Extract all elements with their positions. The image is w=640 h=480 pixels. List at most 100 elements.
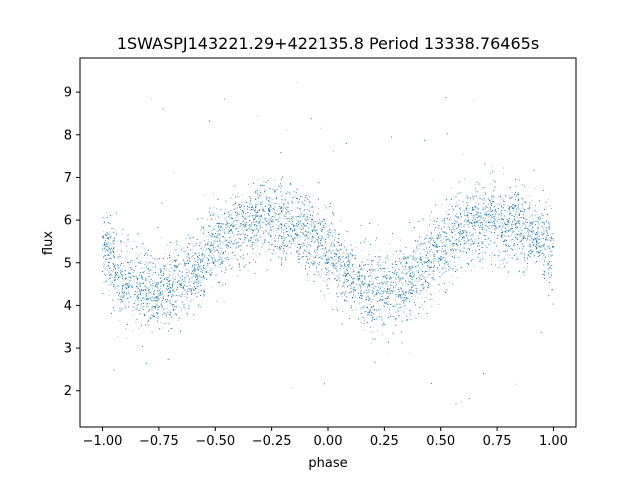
data-point [436,241,438,243]
data-point [120,271,122,273]
data-point [232,205,234,207]
data-point [131,284,133,286]
data-point [537,228,539,230]
data-point [268,231,270,233]
data-point [435,259,437,261]
data-point [287,224,289,226]
data-point [202,266,204,268]
data-point [353,286,355,288]
data-point [199,276,201,278]
data-point [475,240,477,242]
data-point [285,213,287,214]
data-point [520,232,522,234]
data-point [246,216,248,218]
data-point [461,238,463,240]
data-point [331,257,333,258]
data-point [204,235,206,237]
data-point [525,232,527,233]
data-point [370,271,372,273]
data-point [123,299,125,301]
data-point [188,270,190,272]
data-point [510,198,512,199]
data-point [311,223,313,225]
data-point [334,278,336,280]
data-point [487,216,489,218]
data-point [167,243,169,245]
data-point [109,255,111,257]
data-point [422,262,424,264]
data-point [112,271,114,272]
data-point [339,274,341,276]
data-point [359,290,361,292]
data-point [261,223,263,225]
data-point [156,259,158,260]
data-point [110,252,112,254]
data-point [518,199,520,201]
data-point [418,248,420,249]
data-point [280,188,281,189]
data-point [144,295,146,297]
data-point [471,215,473,217]
data-point [150,275,152,277]
data-point [492,225,494,227]
data-point [319,236,321,238]
data-point [199,290,201,292]
data-point [262,230,264,232]
data-point [162,313,164,315]
data-point [126,292,128,294]
data-point [151,98,153,100]
data-point [503,199,504,201]
data-point [239,226,241,228]
data-point [446,243,448,245]
data-point [385,284,387,286]
data-point [145,302,147,304]
data-point [225,240,227,242]
data-point [462,247,464,249]
data-point [161,314,163,316]
data-point [172,277,173,279]
data-point [283,196,285,198]
data-point [289,193,291,195]
data-point [304,238,306,240]
data-point [482,199,484,201]
data-point [157,286,159,288]
data-point [372,298,374,300]
data-point [543,254,545,256]
data-point [265,220,267,222]
data-point [135,308,137,310]
data-point [195,244,197,246]
data-point [207,238,209,240]
data-point [419,267,420,269]
data-point [322,255,324,257]
data-point [487,198,489,200]
data-point [208,233,210,235]
data-point [257,226,259,228]
data-point [433,260,435,262]
data-point [421,274,422,276]
data-point [404,268,406,270]
data-point [382,291,384,293]
data-point [492,197,494,199]
data-point [223,301,225,303]
data-point [200,255,202,257]
data-point [146,304,148,306]
data-point [157,304,158,306]
data-point [456,277,458,279]
data-point [215,247,217,248]
data-point [193,298,195,300]
data-point [503,244,505,245]
data-point [400,239,402,241]
data-point [522,207,524,209]
data-point [396,284,398,286]
data-point [435,237,437,239]
data-point [225,266,226,268]
data-point [428,285,430,287]
data-point [199,257,201,259]
data-point [212,244,214,246]
data-point [171,275,173,277]
data-point [395,300,397,302]
data-point [464,214,466,216]
data-point [137,284,138,286]
data-point [440,250,442,252]
data-point [250,201,251,203]
